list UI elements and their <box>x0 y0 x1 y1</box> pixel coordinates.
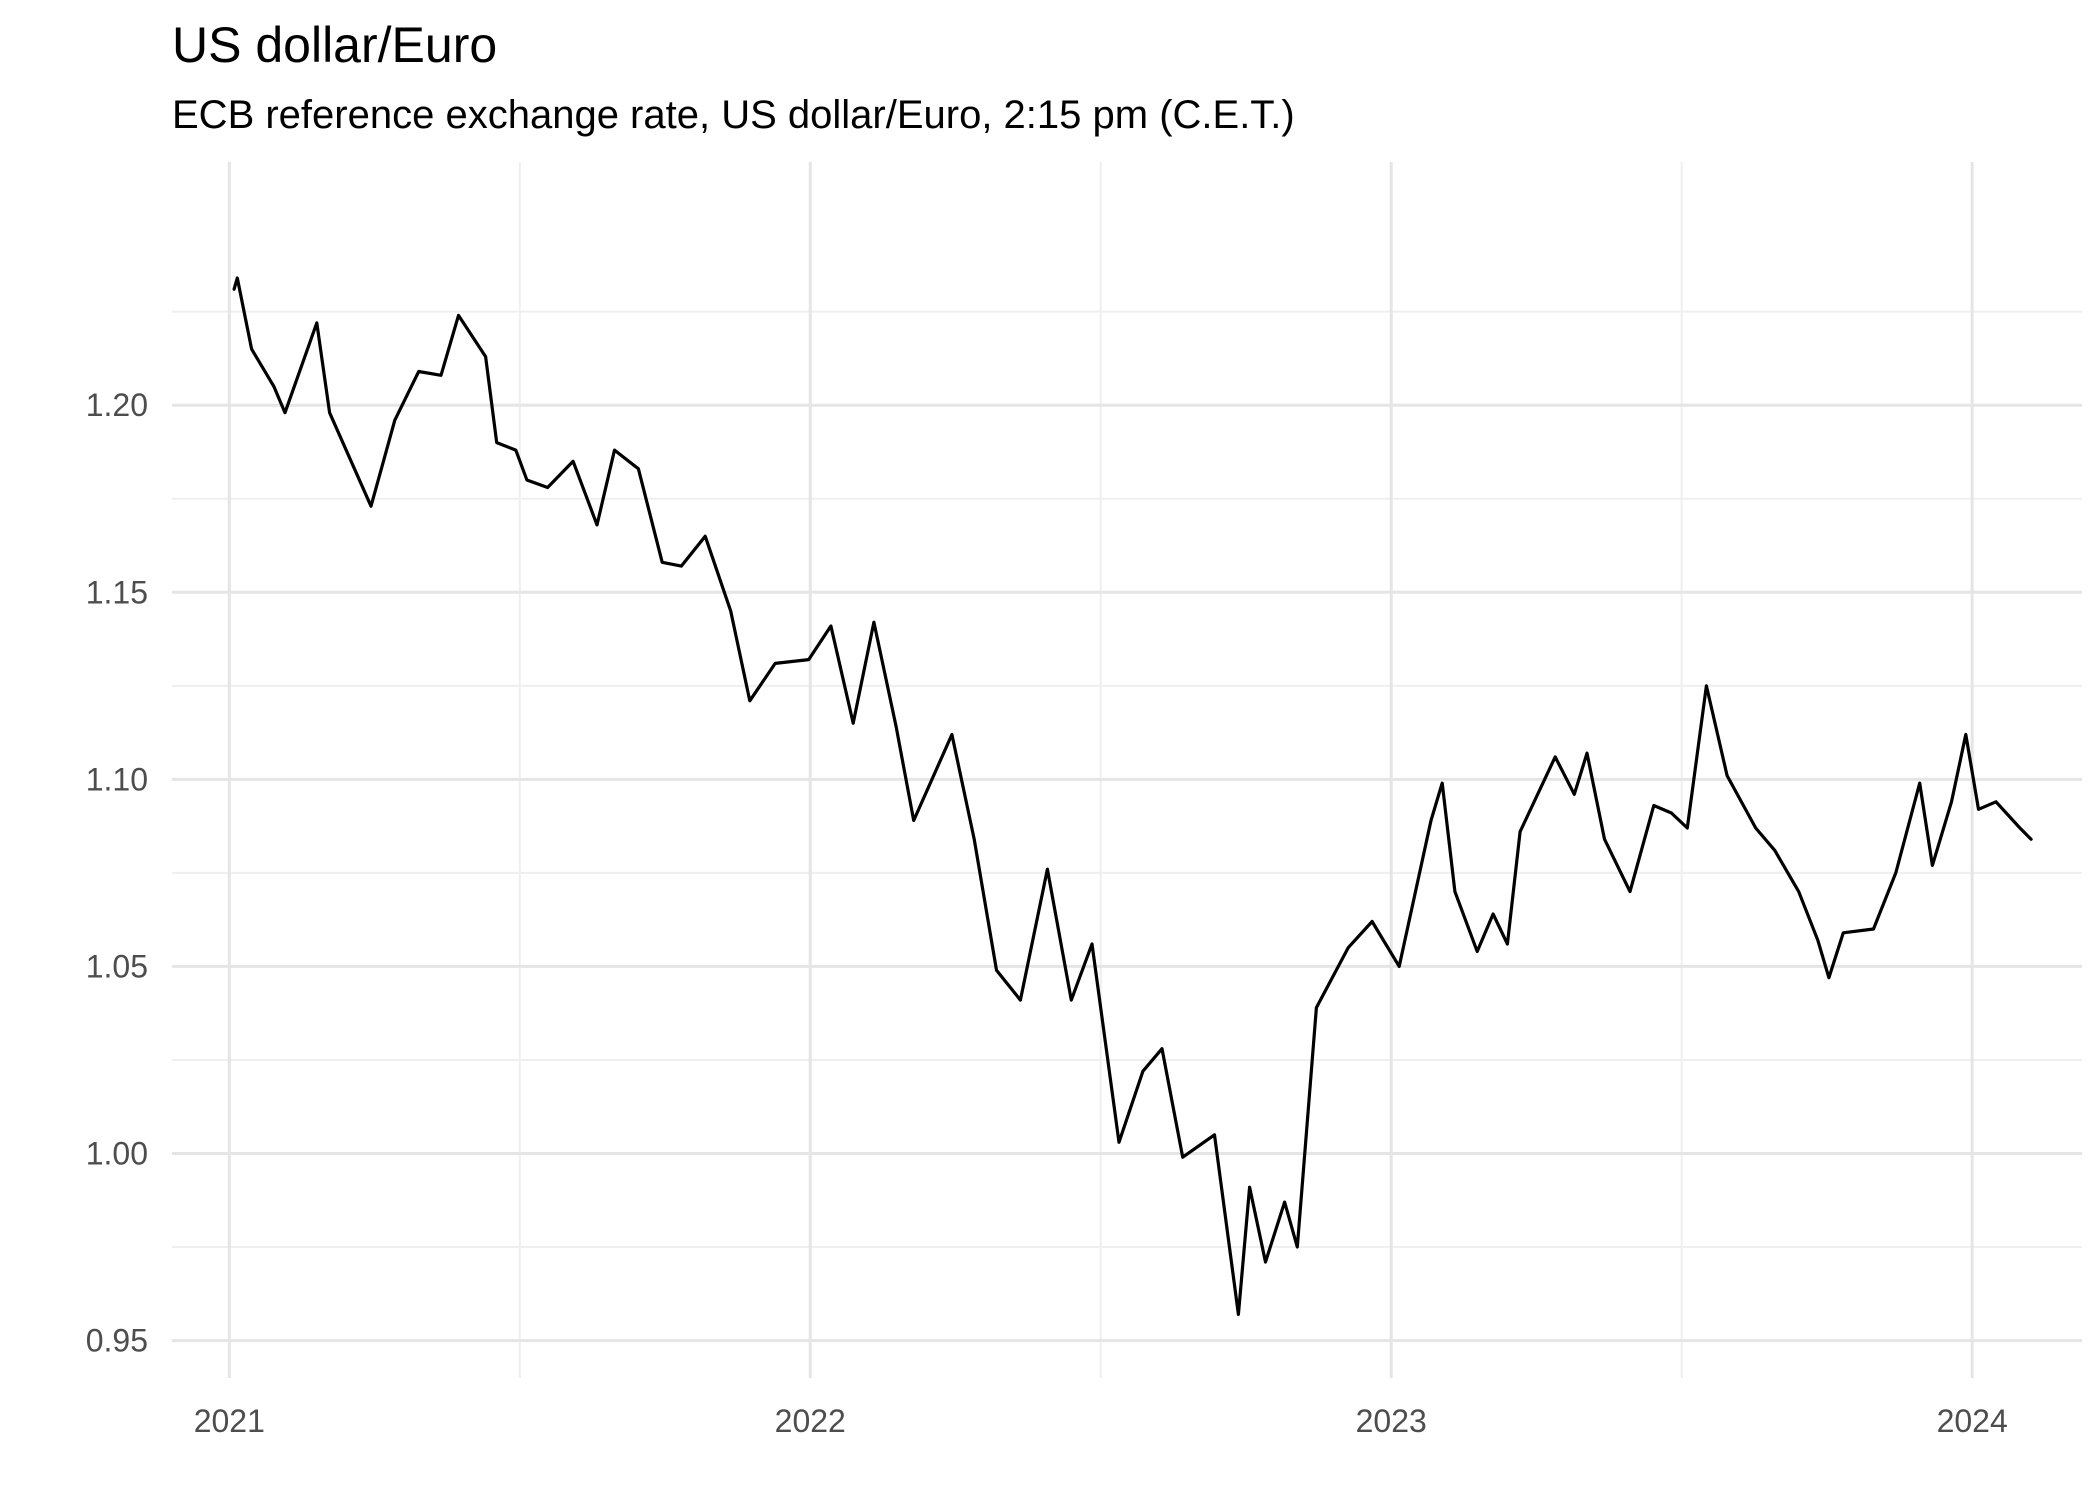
x-tick-label: 2022 <box>775 1403 846 1439</box>
y-tick-label: 0.95 <box>86 1323 148 1359</box>
x-tick-label: 2023 <box>1356 1403 1427 1439</box>
series-layer <box>232 276 2033 1317</box>
y-tick-label: 1.20 <box>86 387 148 423</box>
chart-subtitle: ECB reference exchange rate, US dollar/E… <box>172 93 1295 137</box>
x-tick-label: 2024 <box>1937 1403 2008 1439</box>
tick-label-layer: 2021 2022 2023 2024 0.95 1.00 1.05 1.10 1.15 1.20 <box>86 387 2008 1439</box>
y-tick-label: 1.00 <box>86 1136 148 1172</box>
x-tick-label: 2021 <box>194 1403 265 1439</box>
chart-title: US dollar/Euro <box>172 17 497 73</box>
y-tick-label: 1.15 <box>86 574 148 610</box>
y-tick-label: 1.10 <box>86 761 148 797</box>
grid-layer <box>172 162 2082 1378</box>
series-line-usd-eur <box>232 276 2033 1317</box>
y-tick-label: 1.05 <box>86 948 148 984</box>
